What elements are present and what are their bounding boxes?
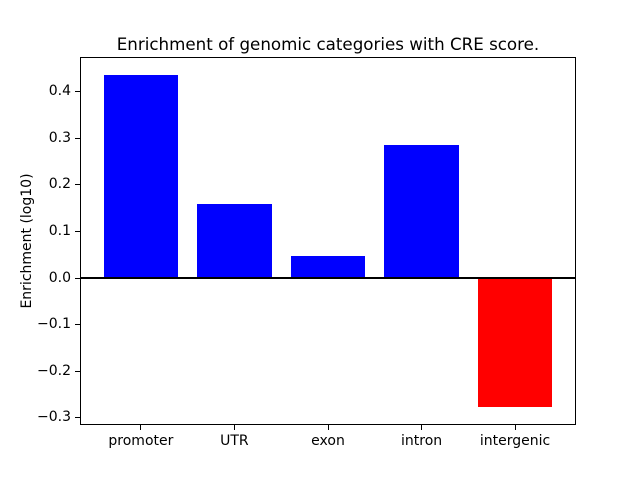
x-tick-label-intergenic: intergenic (479, 433, 551, 449)
y-tick (75, 277, 80, 279)
y-tick-label: 0.0 (48, 269, 71, 286)
x-tick (140, 425, 142, 430)
zero-line (81, 277, 575, 279)
y-tick (75, 184, 80, 186)
bar-exon (290, 255, 366, 278)
bar-promoter (103, 74, 179, 278)
y-tick-label: −0.3 (37, 409, 71, 426)
x-tick-label-promoter: promoter (108, 433, 174, 449)
bar-intron (384, 145, 459, 278)
y-tick (75, 137, 80, 139)
y-tick-label: −0.2 (37, 362, 71, 379)
x-tick-label-intron: intron (401, 433, 443, 449)
x-tick-label-UTR: UTR (220, 433, 249, 449)
x-tick (514, 425, 516, 430)
plot-area: 0.4 0.3 0.2 0.1 0.0 −0.1 −0.2 −0.3 promoter UTR ex… (37, 57, 576, 449)
y-tick (75, 91, 80, 93)
x-tick (327, 425, 329, 430)
y-tick (75, 324, 80, 325)
x-tick (233, 425, 235, 430)
chart-title: Enrichment of genomic categories with CR… (116, 34, 540, 54)
y-tick (75, 417, 80, 419)
y-tick (75, 231, 80, 232)
x-tick (421, 425, 423, 430)
y-tick-label: 0.4 (48, 83, 71, 100)
y-tick-label: 0.3 (48, 129, 71, 146)
y-tick-label: 0.1 (48, 223, 71, 239)
y-tick-label: −0.1 (37, 316, 71, 332)
bar-UTR (197, 203, 272, 278)
bar-intergenic (477, 278, 553, 408)
y-tick-label: 0.2 (48, 176, 71, 193)
x-tick-label-exon: exon (311, 433, 345, 449)
y-axis-label: Enrichment (log10) (19, 173, 35, 309)
y-tick (75, 370, 80, 372)
